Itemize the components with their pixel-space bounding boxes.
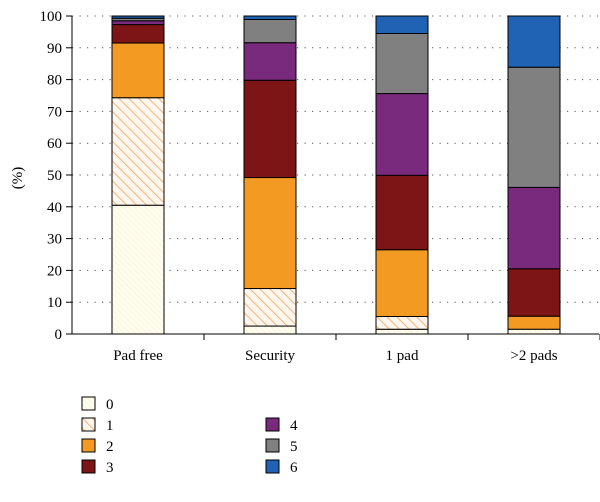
y-tick-label: 100 (40, 9, 63, 25)
bar-segment (507, 268, 561, 317)
y-tick-label: 40 (47, 200, 62, 216)
bar-segment (507, 328, 561, 335)
y-tick-label: 70 (47, 104, 62, 120)
legend-swatch (81, 438, 96, 453)
bar-segment (243, 325, 297, 335)
bar-segment (375, 15, 429, 34)
bar-segment (375, 316, 429, 330)
y-tick-label: 80 (47, 73, 62, 89)
legend-label: 0 (106, 397, 114, 413)
y-tick-label: 0 (55, 327, 63, 343)
bar-segment (375, 32, 429, 95)
bar-segment (111, 42, 165, 99)
bar-segment (111, 20, 165, 26)
y-tick-label: 10 (47, 295, 62, 311)
legend-swatch (81, 417, 96, 432)
bar-segment (375, 93, 429, 176)
y-tick-label: 20 (47, 263, 62, 279)
bar-segment (111, 97, 165, 206)
legend-label: 4 (290, 418, 298, 434)
bar-segment (111, 24, 165, 44)
legend-swatch (81, 396, 96, 411)
bar-segment (243, 288, 297, 327)
bar-segment (507, 66, 561, 188)
y-tick-label: 60 (47, 136, 62, 152)
legend-swatch (81, 459, 96, 474)
bar-segment (507, 315, 561, 330)
legend-label: 5 (290, 439, 298, 455)
y-tick-label: 50 (47, 168, 62, 184)
x-tick-label: Pad free (113, 348, 163, 364)
bar-segment (243, 177, 297, 290)
bar-segment (507, 186, 561, 270)
bar-segment (507, 15, 561, 68)
bar-segment (375, 328, 429, 335)
legend-swatch (265, 417, 280, 432)
bar-segment (243, 79, 297, 179)
bar-segment (111, 204, 165, 335)
legend-label: 6 (290, 460, 298, 476)
bar-segment (375, 174, 429, 251)
x-tick-label: 1 pad (386, 348, 419, 364)
axes: 0 10 20 30 40 50 60 70 80 90 100 Pad free Security 1 … (40, 9, 600, 364)
legend-label: 1 (106, 418, 114, 434)
x-tick-label: >2 pads (510, 348, 557, 364)
legend-label: 3 (106, 460, 114, 476)
legend-swatch (265, 459, 280, 474)
legend-swatch (265, 438, 280, 453)
bar-segment (243, 42, 297, 81)
bar-segment (243, 15, 297, 20)
legend: 0 1 2 3 4 5 6 (81, 396, 298, 476)
legend-label: 2 (106, 439, 114, 455)
bar-segment (243, 18, 297, 44)
y-tick-label: 30 (47, 232, 62, 248)
bars (111, 15, 561, 335)
x-tick-label: Security (245, 348, 295, 364)
y-axis-label: (%) (10, 167, 26, 190)
bar-segment (111, 15, 165, 19)
bar-segment (375, 249, 429, 318)
y-tick-label: 90 (47, 41, 62, 57)
